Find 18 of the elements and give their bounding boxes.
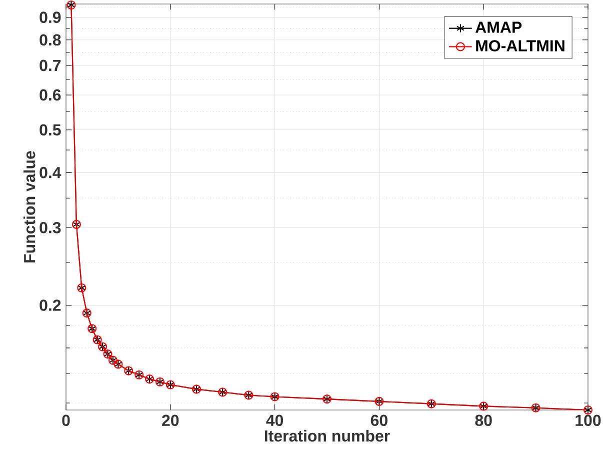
y-tick-label: 0.8 <box>40 34 61 46</box>
x-tick-label: 20 <box>162 414 179 426</box>
x-tick-label: 60 <box>370 414 388 426</box>
x-axis-title: Iteration number <box>264 430 390 442</box>
y-tick-label: 0.7 <box>40 60 61 72</box>
y-tick-label: 0.9 <box>40 12 61 23</box>
y-tick-label: 0.4 <box>40 166 62 178</box>
y-tick-label: 0.5 <box>40 124 61 136</box>
y-tick-label: 0.6 <box>40 89 61 101</box>
x-tick-label: 0 <box>62 414 70 426</box>
y-axis-title: Function value <box>23 151 36 262</box>
x-tick-label: 100 <box>576 414 601 426</box>
legend-label: MO-ALTMIN <box>476 40 564 52</box>
legend-label: AMAP <box>475 22 522 33</box>
x-tick-label: 40 <box>266 414 284 426</box>
y-tick-label: 0.2 <box>40 300 61 311</box>
x-tick-label: 80 <box>475 414 492 426</box>
y-tick-label: 0.3 <box>40 222 61 234</box>
